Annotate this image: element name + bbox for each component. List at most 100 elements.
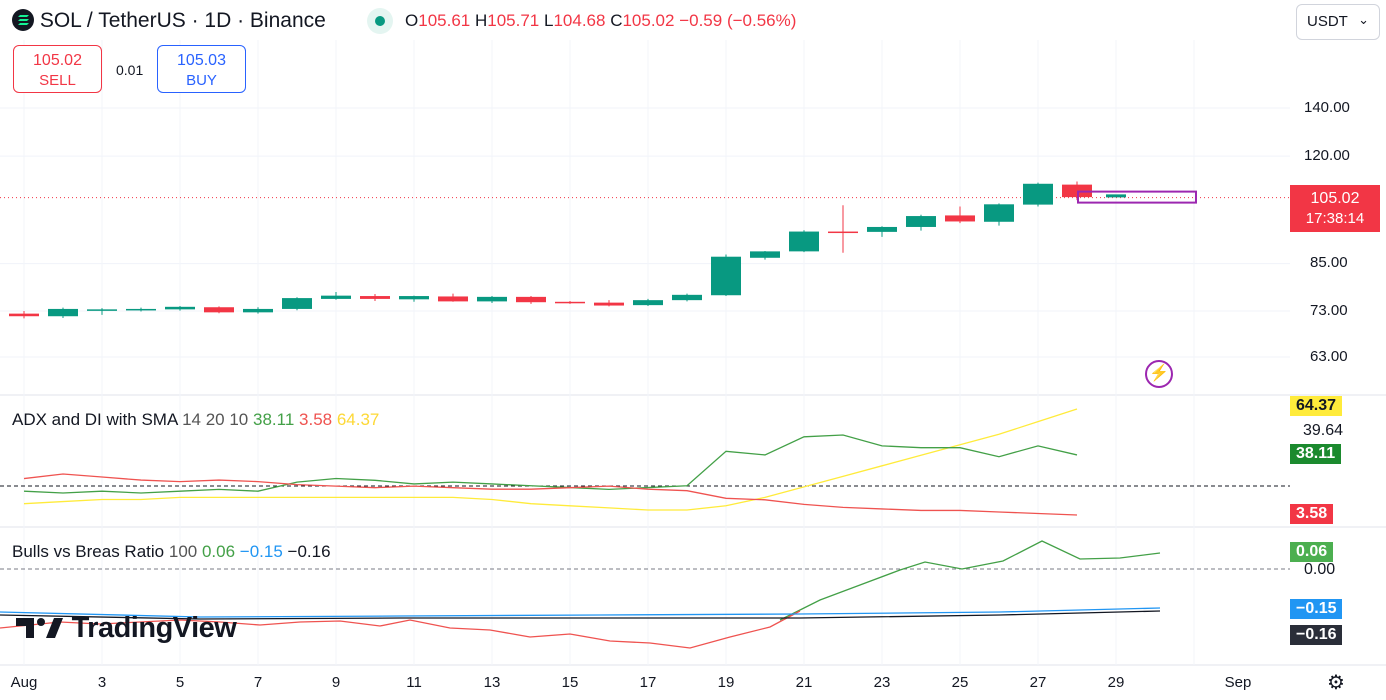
- candle-body: [126, 308, 156, 311]
- price-axis-label: 73.00: [1310, 302, 1348, 319]
- candle-body: [984, 204, 1014, 222]
- time-axis-label: 13: [483, 674, 501, 691]
- plus-di-tag: 38.11: [1290, 444, 1342, 464]
- spread-value: 0.01: [116, 62, 144, 78]
- candle-body: [906, 216, 936, 227]
- sell-price: 105.02: [33, 52, 82, 69]
- currency-select[interactable]: USDT ⌄: [1296, 4, 1380, 40]
- buy-price: 105.03: [177, 52, 226, 69]
- candle-body: [204, 307, 234, 313]
- adx-line: [23, 408, 1078, 511]
- adx-plus-value: 38.11: [253, 410, 295, 429]
- current-price-value: 105.02: [1310, 190, 1360, 207]
- open-label: O: [405, 11, 419, 30]
- candle-body: [360, 296, 390, 299]
- market-status-icon[interactable]: [367, 8, 393, 34]
- time-axis-label: 25: [951, 674, 969, 691]
- tradingview-logo-text: TradingView: [71, 612, 237, 644]
- candle-body: [867, 226, 897, 232]
- candle-body: [87, 309, 117, 311]
- bulls-axis-label: 0.00: [1304, 561, 1336, 578]
- candle-body: [438, 296, 468, 302]
- chevron-down-icon: ⌄: [1358, 12, 1369, 27]
- close-label: C: [610, 11, 623, 30]
- adx-name: ADX and DI with SMA: [12, 410, 178, 429]
- candle-body: [789, 231, 819, 252]
- candle-body: [1023, 183, 1053, 205]
- candle-body: [555, 301, 585, 304]
- candle-body: [9, 313, 39, 317]
- bulls-params: 100: [168, 542, 198, 561]
- bulls-black-line: [0, 610, 1161, 620]
- candle-body: [594, 302, 624, 306]
- time-axis-label: Aug: [10, 674, 38, 691]
- lightning-icon[interactable]: ⚡: [1145, 360, 1173, 388]
- adx-tag: 64.37: [1290, 396, 1343, 416]
- candle-body: [321, 295, 351, 299]
- price-axis-label: 140.00: [1304, 99, 1350, 116]
- tradingview-logo-icon: [16, 612, 72, 644]
- time-axis-label: 29: [1107, 674, 1125, 691]
- close-value: 105.02: [622, 11, 675, 30]
- bulls-blue-value: −0.15: [239, 542, 283, 561]
- current-price-tag: 105.02 17:38:14: [1290, 185, 1380, 232]
- symbol-legend[interactable]: SOL / TetherUS · 1D · Binance: [12, 9, 326, 33]
- time-axis-label: 3: [97, 674, 107, 691]
- minus-di-line: [23, 473, 1078, 516]
- bulls-black-value: −0.16: [287, 542, 331, 561]
- price-axis-label: 63.00: [1310, 348, 1348, 365]
- currency-label: USDT: [1307, 13, 1348, 30]
- sol-logo-icon: [12, 9, 34, 31]
- plus-di-line: [23, 434, 1078, 494]
- low-value: 104.68: [553, 11, 606, 30]
- adx-legend[interactable]: ADX and DI with SMA 14 20 10 38.11 3.58 …: [12, 410, 379, 430]
- sell-label: SELL: [39, 72, 76, 89]
- bulls-blue-line: [0, 607, 1161, 618]
- time-axis-label: 11: [406, 674, 422, 691]
- candle-body: [633, 300, 663, 306]
- bar-countdown: 17:38:14: [1305, 210, 1365, 227]
- time-axis-label: 9: [331, 674, 341, 691]
- change-value: −0.59 (−0.56%): [679, 11, 797, 30]
- adx-minus-value: 3.58: [299, 410, 333, 429]
- buy-button[interactable]: 105.03 BUY: [157, 45, 246, 93]
- settings-icon[interactable]: ⚙: [1327, 672, 1345, 694]
- candle-body: [165, 306, 195, 310]
- open-value: 105.61: [418, 11, 471, 30]
- high-label: H: [474, 11, 488, 30]
- adx-adx-value: 64.37: [336, 410, 380, 429]
- candle-body: [516, 296, 546, 303]
- candle-body: [399, 296, 429, 300]
- ohlc-readout: O105.61 H105.71 L104.68 C105.02 −0.59 (−…: [405, 11, 796, 31]
- time-axis-label: 27: [1029, 674, 1047, 691]
- high-value: 105.71: [487, 11, 540, 30]
- time-axis-label: Sep: [1224, 674, 1252, 691]
- candle-body: [477, 296, 507, 302]
- bulls-green-tag: 0.06: [1290, 542, 1334, 562]
- bulls-name: Bulls vs Breas Ratio: [12, 542, 165, 561]
- adx-params: 14 20 10: [182, 410, 249, 429]
- bulls-legend[interactable]: Bulls vs Breas Ratio 100 0.06 −0.15 −0.1…: [12, 542, 331, 562]
- tradingview-logo[interactable]: TradingView: [16, 612, 237, 645]
- candle-body: [672, 294, 702, 301]
- candle-body: [711, 256, 741, 296]
- time-axis-label: 19: [717, 674, 735, 691]
- time-axis-label: 17: [639, 674, 657, 691]
- buy-label: BUY: [186, 72, 217, 89]
- low-label: L: [543, 11, 554, 30]
- price-axis-label: 85.00: [1310, 254, 1348, 271]
- candle-body: [243, 308, 273, 313]
- highlight-box: [1077, 190, 1197, 204]
- time-axis-label: 5: [175, 674, 185, 691]
- candle-body: [750, 251, 780, 258]
- time-axis-label: 7: [253, 674, 263, 691]
- bulls-blue-tag: −0.15: [1290, 599, 1343, 619]
- sell-button[interactable]: 105.02 SELL: [13, 45, 102, 93]
- symbol-title: SOL / TetherUS · 1D · Binance: [39, 9, 326, 32]
- bulls-green-line: [779, 540, 1161, 621]
- candle-body: [282, 298, 312, 309]
- bulls-black-tag: −0.16: [1290, 625, 1343, 645]
- time-axis-label: 15: [561, 674, 579, 691]
- time-axis-label: 21: [795, 674, 813, 691]
